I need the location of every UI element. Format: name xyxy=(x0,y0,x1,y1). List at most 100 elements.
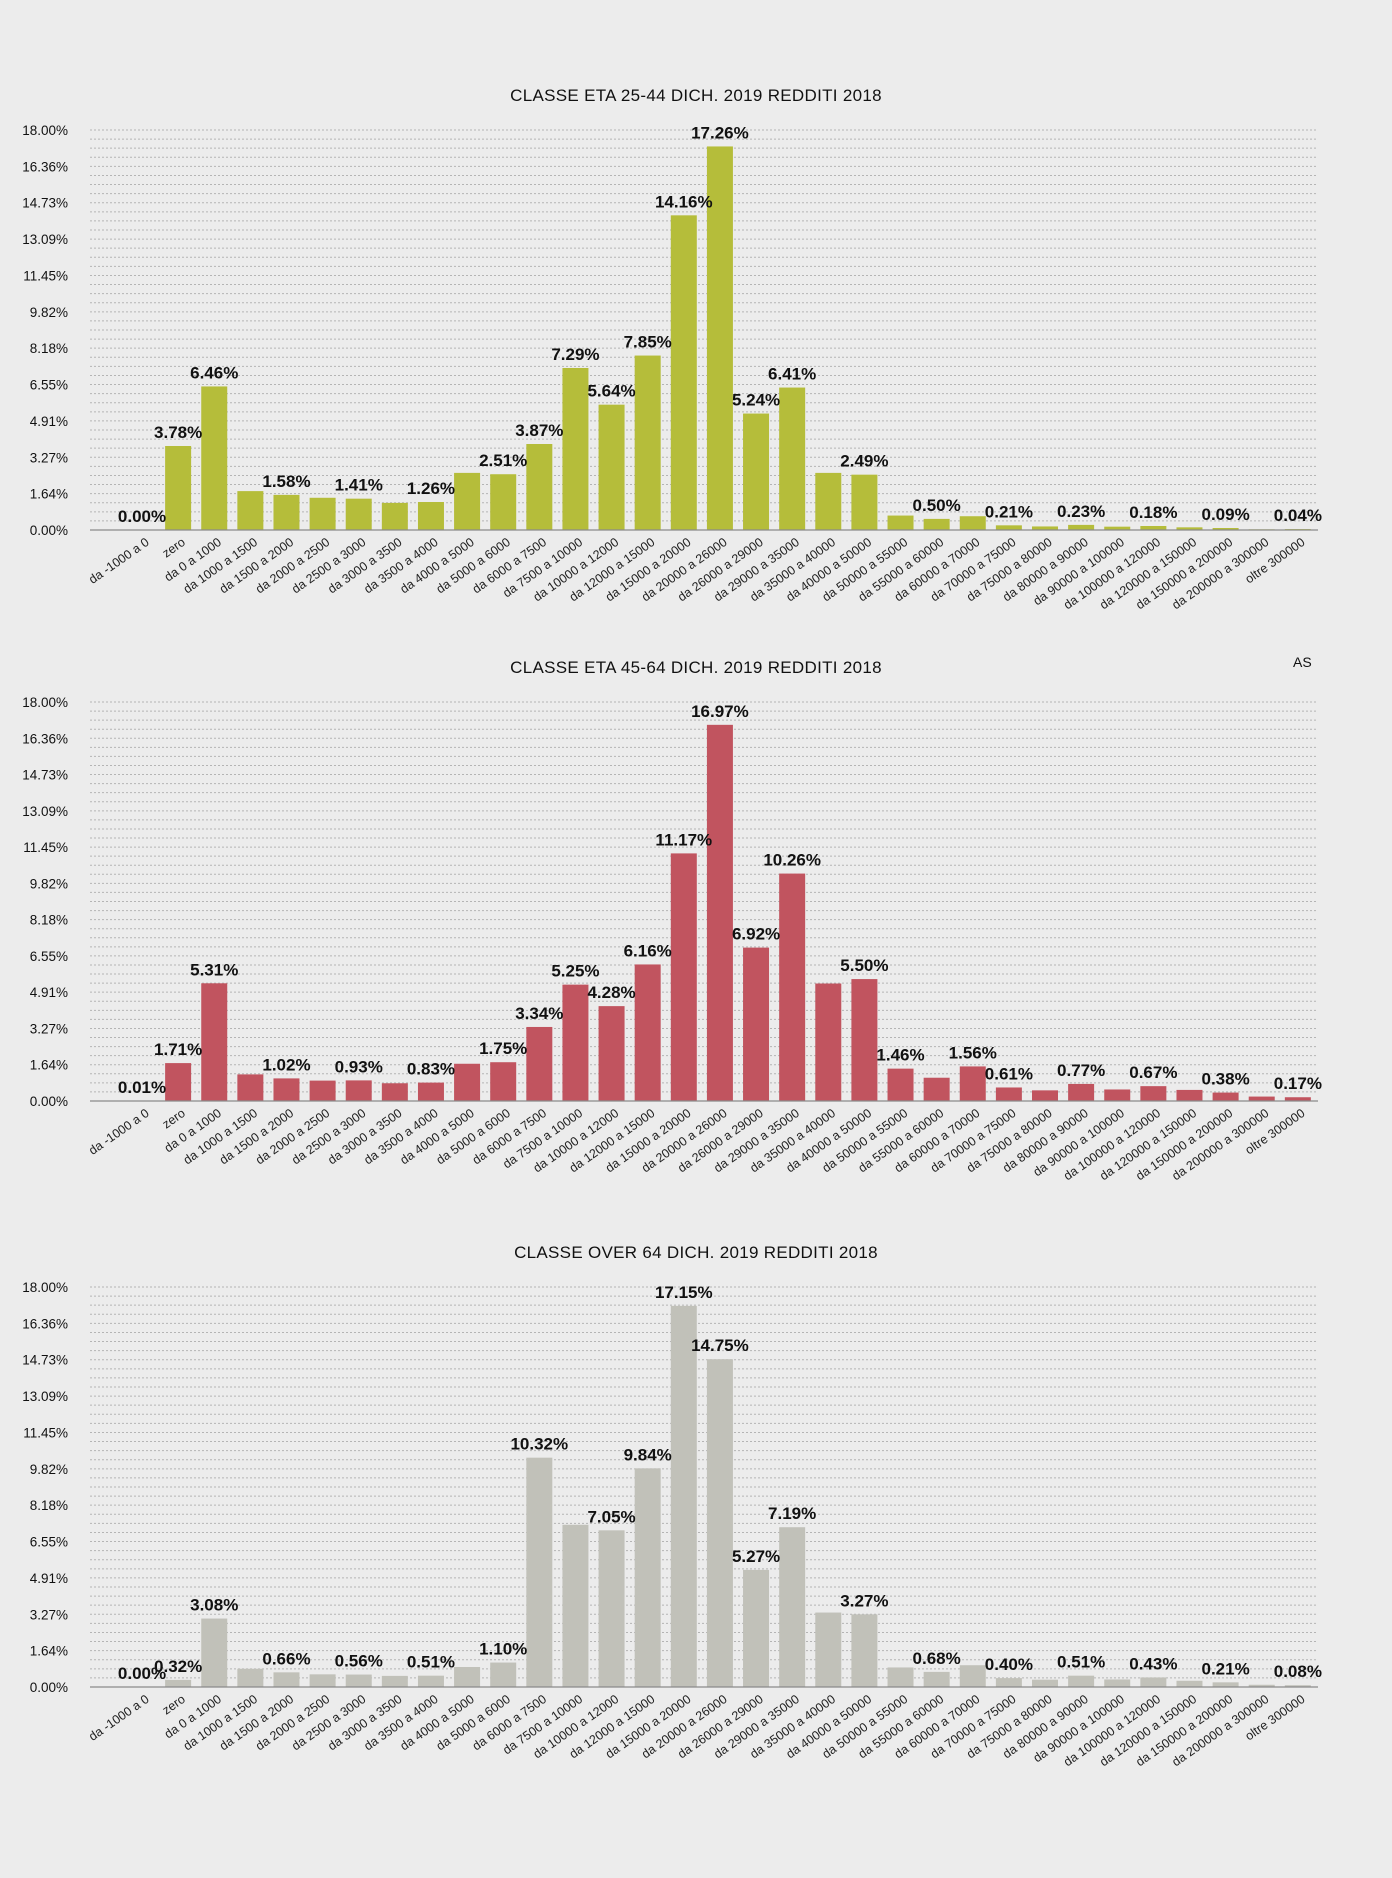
data-label: 1.46% xyxy=(876,1046,924,1065)
data-label: 7.85% xyxy=(624,333,672,352)
bar xyxy=(309,1674,336,1687)
bar xyxy=(1068,1675,1095,1687)
data-label: 5.31% xyxy=(190,960,238,979)
data-label: 3.08% xyxy=(190,1596,238,1615)
y-tick-label: 3.27% xyxy=(30,1021,68,1036)
data-label: 17.26% xyxy=(691,123,749,142)
y-tick-label: 18.00% xyxy=(22,123,68,138)
data-label: 0.66% xyxy=(262,1649,310,1668)
y-tick-label: 6.55% xyxy=(30,1535,68,1550)
bar xyxy=(923,1671,950,1687)
data-label: 0.51% xyxy=(407,1653,455,1672)
data-label: 9.84% xyxy=(624,1445,672,1464)
data-label: 0.61% xyxy=(985,1064,1033,1083)
bar xyxy=(598,404,625,530)
bar xyxy=(634,1468,661,1687)
bar xyxy=(562,984,589,1101)
data-label: 5.64% xyxy=(587,382,635,401)
y-tick-label: 1.64% xyxy=(30,1644,68,1659)
chart-title: CLASSE OVER 64 DICH. 2019 REDDITI 2018 xyxy=(514,1243,878,1262)
bar xyxy=(526,1457,553,1687)
data-label: 11.17% xyxy=(655,830,712,849)
data-label: 1.26% xyxy=(407,479,455,498)
data-label: 0.83% xyxy=(407,1060,455,1079)
bar xyxy=(454,472,481,530)
y-tick-label: 3.27% xyxy=(30,450,68,465)
bar xyxy=(598,1530,625,1687)
data-label: 5.27% xyxy=(732,1547,780,1566)
data-label: 5.50% xyxy=(840,956,888,975)
data-label: 0.77% xyxy=(1057,1061,1105,1080)
bar xyxy=(1212,1092,1239,1101)
chart-title: CLASSE ETA 25-44 DICH. 2019 REDDITI 2018 xyxy=(510,86,882,105)
bar xyxy=(743,947,770,1101)
chart-title: CLASSE ETA 45-64 DICH. 2019 REDDITI 2018 xyxy=(510,658,882,677)
gridlines xyxy=(90,1286,1318,1679)
bar xyxy=(454,1063,481,1101)
data-label: 6.16% xyxy=(624,941,672,960)
data-label: 0.04% xyxy=(1274,506,1322,525)
gridlines xyxy=(90,701,1318,1093)
y-tick-label: 8.18% xyxy=(30,1498,68,1513)
y-tick-label: 8.18% xyxy=(30,913,68,928)
y-tick-label: 4.91% xyxy=(30,414,68,429)
bar xyxy=(237,1074,264,1101)
y-tick-label: 16.36% xyxy=(22,1316,68,1331)
data-label: 0.56% xyxy=(335,1652,383,1671)
data-label: 2.51% xyxy=(479,451,527,470)
data-label: 4.28% xyxy=(587,983,635,1002)
bar xyxy=(923,518,950,530)
bar xyxy=(995,1678,1022,1687)
bar xyxy=(959,516,986,530)
data-label: 14.16% xyxy=(655,192,713,211)
bar xyxy=(887,515,914,530)
data-label: 3.27% xyxy=(840,1591,888,1610)
bar xyxy=(743,413,770,530)
chart-panel-2: CLASSE ETA 45-64 DICH. 2019 REDDITI 2018… xyxy=(22,654,1322,1183)
y-tick-label: 0.00% xyxy=(30,523,68,538)
bar xyxy=(1212,1682,1239,1687)
bar xyxy=(995,1087,1022,1101)
bar xyxy=(1284,1097,1311,1101)
y-tick-label: 4.91% xyxy=(30,985,68,1000)
data-label: 0.00% xyxy=(118,1664,166,1683)
bar xyxy=(237,1668,264,1687)
bar xyxy=(201,983,228,1101)
y-tick-label: 3.27% xyxy=(30,1607,68,1622)
bar xyxy=(634,964,661,1101)
data-label: 0.40% xyxy=(985,1655,1033,1674)
bar xyxy=(670,853,697,1101)
data-label: 16.97% xyxy=(691,702,749,721)
data-label: 0.68% xyxy=(913,1649,961,1668)
y-tick-label: 13.09% xyxy=(22,232,68,247)
bar xyxy=(743,1569,770,1687)
bar xyxy=(1068,524,1095,530)
y-tick-label: 14.73% xyxy=(22,1353,68,1368)
data-label: 0.21% xyxy=(1201,1659,1249,1678)
bar xyxy=(634,355,661,530)
data-label: 0.38% xyxy=(1201,1070,1249,1089)
data-label: 6.41% xyxy=(768,365,816,384)
data-label: 5.25% xyxy=(551,962,599,981)
y-tick-label: 6.55% xyxy=(30,378,68,393)
x-tick-label: da -1000 a 0 xyxy=(86,1692,152,1744)
bar xyxy=(345,1674,372,1687)
data-label: 0.50% xyxy=(913,496,961,515)
data-label: 0.51% xyxy=(1057,1653,1105,1672)
data-label: 0.17% xyxy=(1274,1074,1322,1093)
bar xyxy=(417,502,444,530)
bar xyxy=(1032,1090,1058,1101)
bar xyxy=(706,1359,733,1687)
data-label: 3.78% xyxy=(154,423,202,442)
y-tick-label: 9.82% xyxy=(30,1462,68,1477)
bar xyxy=(273,1078,300,1101)
bar xyxy=(1140,526,1167,530)
data-label: 0.43% xyxy=(1129,1654,1177,1673)
bar xyxy=(417,1675,444,1687)
bar xyxy=(598,1006,625,1101)
bar xyxy=(1104,1679,1131,1687)
bar xyxy=(1248,1096,1275,1101)
data-label: 0.21% xyxy=(985,502,1033,521)
